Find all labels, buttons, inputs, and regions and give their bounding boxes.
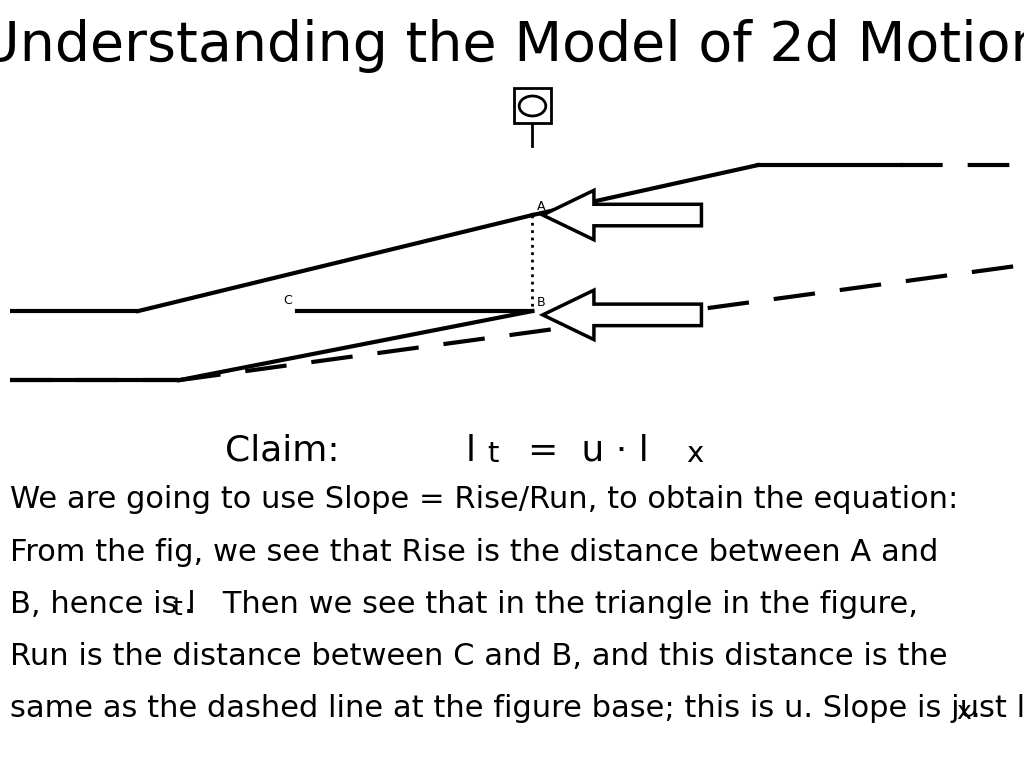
- Text: x: x: [686, 440, 703, 468]
- Circle shape: [519, 96, 546, 116]
- Text: We are going to use Slope = Rise/Run, to obtain the equation:: We are going to use Slope = Rise/Run, to…: [10, 485, 958, 515]
- Text: Claim:: Claim:: [225, 434, 340, 468]
- Text: t: t: [172, 596, 181, 620]
- Text: .   Then we see that in the triangle in the figure,: . Then we see that in the triangle in th…: [184, 590, 919, 619]
- FancyArrow shape: [543, 290, 701, 339]
- Text: x: x: [956, 700, 971, 724]
- Text: same as the dashed line at the figure base; this is u. Slope is just l: same as the dashed line at the figure ba…: [10, 694, 1024, 723]
- FancyArrow shape: [543, 190, 701, 240]
- Text: B, hence is l: B, hence is l: [10, 590, 196, 619]
- Text: =  u · l: = u · l: [505, 434, 648, 468]
- FancyBboxPatch shape: [514, 88, 551, 123]
- Text: Understanding the Model of 2d Motion: Understanding the Model of 2d Motion: [0, 19, 1024, 73]
- Text: B: B: [537, 296, 545, 309]
- Text: C: C: [283, 294, 292, 307]
- Text: l: l: [466, 434, 476, 468]
- Text: t: t: [487, 440, 499, 468]
- Text: .: .: [971, 694, 980, 723]
- Text: From the fig, we see that Rise is the distance between A and: From the fig, we see that Rise is the di…: [10, 538, 939, 567]
- Text: A: A: [537, 200, 545, 213]
- Text: Run is the distance between C and B, and this distance is the: Run is the distance between C and B, and…: [10, 642, 948, 671]
